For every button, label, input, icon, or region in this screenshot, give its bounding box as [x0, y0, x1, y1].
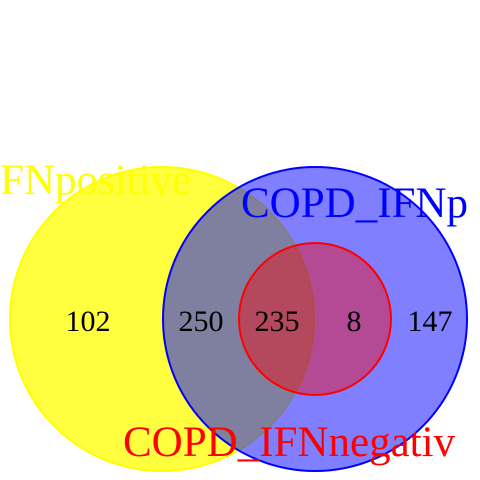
count-copd-only: 147: [408, 305, 453, 338]
set-circle-negative: [238, 242, 392, 396]
set-label-copd: COPD_IFNp: [241, 180, 468, 227]
set-circle-copd: [162, 166, 468, 472]
set-label-negative: COPD_IFNnegativ: [123, 419, 456, 466]
set-label-positive: FNpositive: [0, 157, 191, 204]
count-positive-only: 102: [66, 305, 111, 338]
count-all-three: 235: [255, 305, 300, 338]
count-copd-and-negative: 8: [347, 305, 362, 338]
count-positive-and-copd: 250: [179, 305, 224, 338]
